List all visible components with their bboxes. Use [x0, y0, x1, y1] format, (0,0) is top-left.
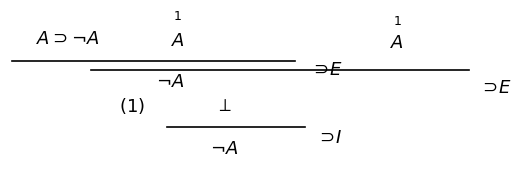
Text: $\supset\!E$: $\supset\!E$ — [310, 61, 343, 79]
Text: $\neg A$: $\neg A$ — [156, 73, 184, 91]
Text: $(1)$: $(1)$ — [119, 96, 145, 116]
Text: $A$: $A$ — [391, 34, 405, 51]
Text: $\perp$: $\perp$ — [215, 97, 232, 115]
Text: $1$: $1$ — [173, 10, 182, 23]
Text: $A \supset \neg A$: $A \supset \neg A$ — [36, 30, 99, 48]
Text: $\supset\!I$: $\supset\!I$ — [316, 129, 342, 147]
Text: $A$: $A$ — [171, 32, 185, 50]
Text: $1$: $1$ — [393, 15, 402, 28]
Text: $\supset\!E$: $\supset\!E$ — [479, 79, 512, 97]
Text: $\neg A$: $\neg A$ — [210, 140, 238, 158]
